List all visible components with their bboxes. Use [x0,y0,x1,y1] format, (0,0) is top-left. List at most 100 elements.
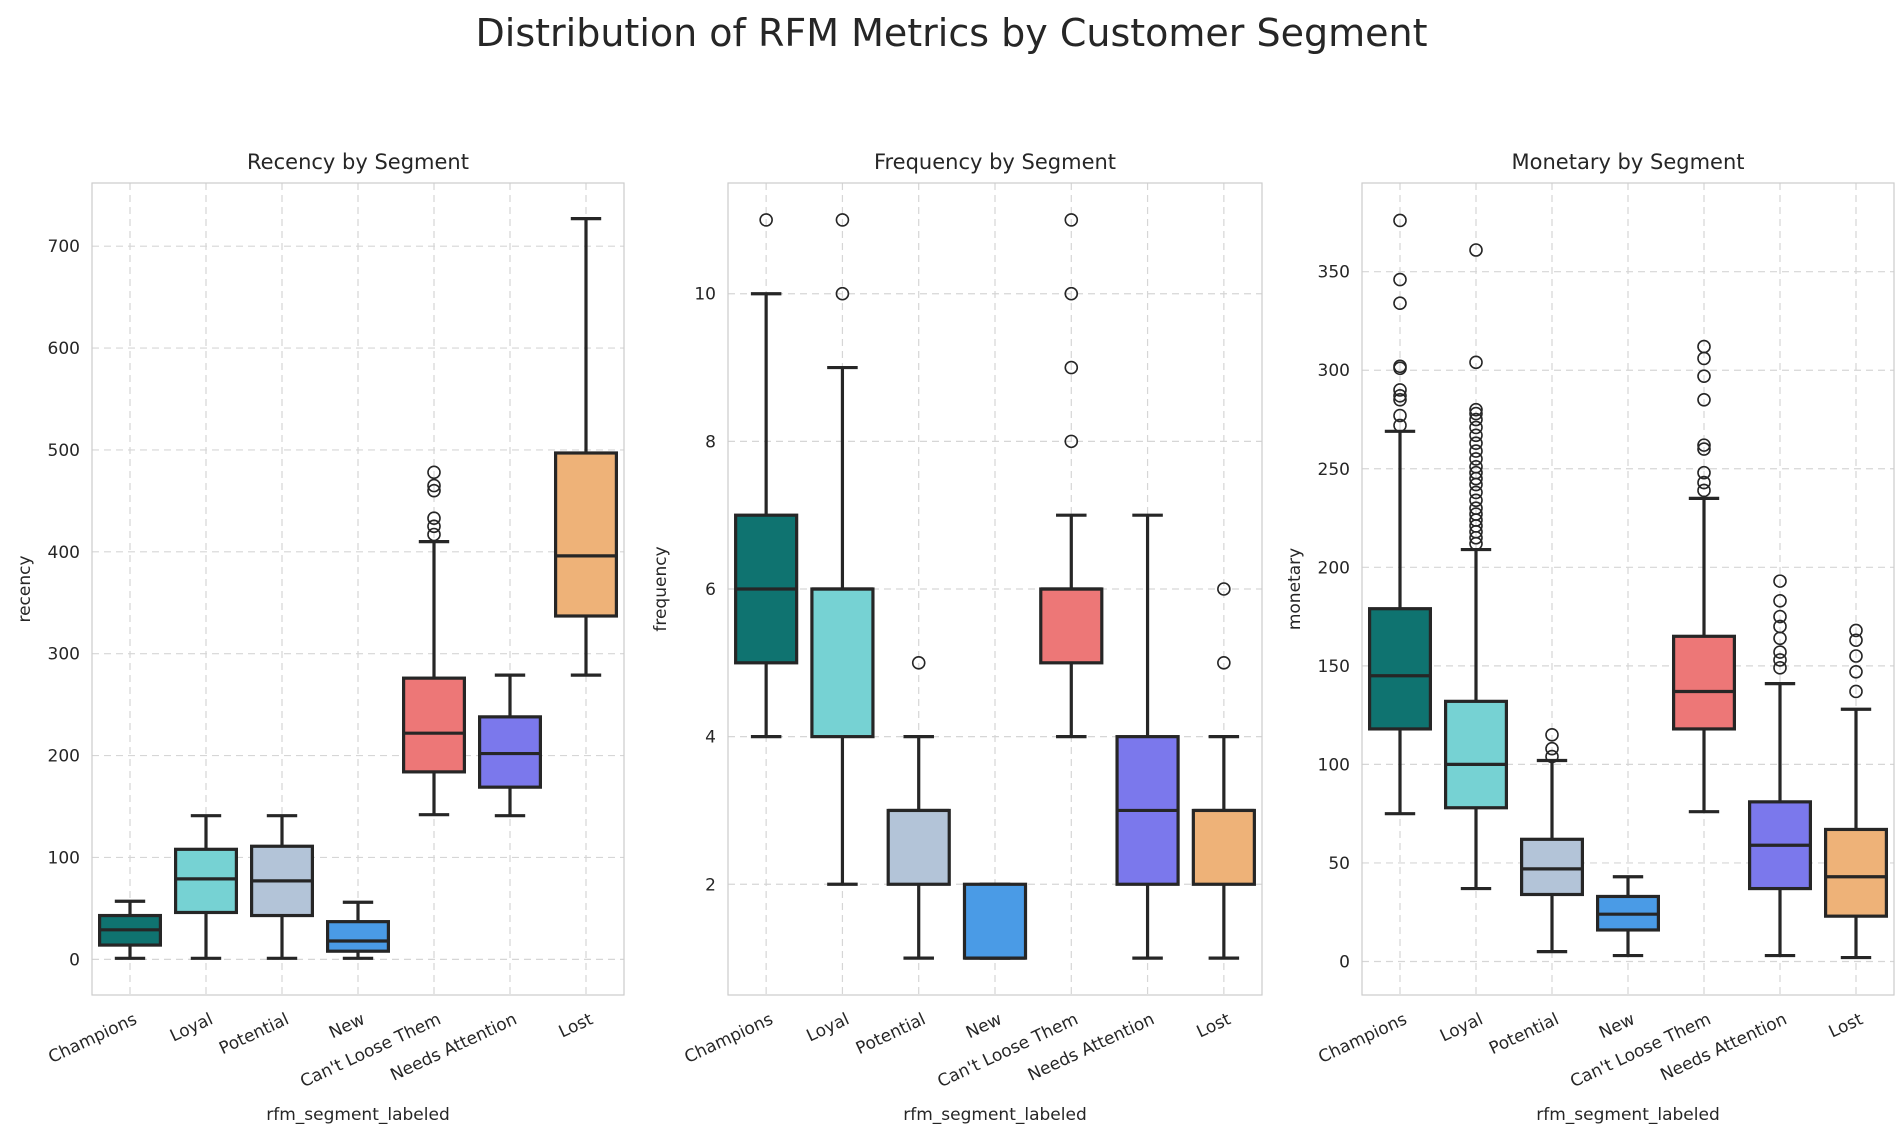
outlier-point [427,483,441,498]
outlier-point [1393,213,1407,228]
box-potential [886,656,951,960]
outlier-point [1469,460,1483,474]
outlier-point [835,286,850,301]
outlier-point [1393,359,1407,374]
outlier-point [1393,383,1407,397]
outlier-point [1849,649,1863,663]
x-tick-label: Potential [853,1009,929,1059]
y-tick-label: 350 [1318,263,1350,283]
y-tick-label: 0 [69,950,80,970]
x-tick-label: Needs Attention [1657,1009,1790,1085]
outlier-point [1469,412,1483,427]
x-tick-label: Loyal [1437,1009,1486,1046]
outlier-point [1393,272,1407,287]
outlier-point [1697,483,1711,498]
plot-frame [1361,182,1895,996]
outlier-point [1849,633,1863,648]
outlier-point [1773,594,1787,608]
y-tick-label: 500 [48,441,80,461]
y-tick-label: 2 [705,875,716,895]
x-tick-label: New [1596,1009,1638,1043]
outlier-point [1064,434,1079,449]
outlier-point [1469,501,1483,515]
y-tick-label: 200 [1318,558,1350,578]
box-new [1595,875,1660,958]
box-lost [1823,623,1888,960]
box-champions [1367,213,1432,816]
y-tick-label: 4 [705,728,716,748]
outlier-point [1469,444,1483,458]
x-tick-label: Champions [682,1009,777,1067]
y-tick-label: 8 [705,432,716,452]
box-champions [97,899,162,960]
x-tick-label: Champions [1315,1009,1410,1067]
outlier-point [1545,741,1559,756]
iqr-box [1671,634,1736,731]
box-needs-attention [1747,574,1812,958]
x-tick-label: Needs Attention [1025,1009,1158,1085]
box-can-t-loose-them [1671,339,1736,814]
outlier-point [1469,485,1483,500]
outlier-point [1469,243,1483,257]
y-tick-label: 100 [48,848,80,868]
iqr-box [1823,827,1888,918]
outlier-point [1697,392,1711,407]
iqr-box [326,920,391,953]
y-tick-label: 400 [48,543,80,563]
box-new [326,900,391,960]
outlier-point [427,527,441,542]
outlier-point [1469,420,1483,435]
x-axis-label: rfm_segment_labeled [903,1105,1086,1125]
panel-3: 0 50 100 150 200 250 300 350 Champions Loyal Poten… [1285,150,1895,1125]
iqr-box [1367,607,1432,731]
panel-title: Recency by Segment [247,150,469,174]
y-tick-label: 300 [1318,361,1350,381]
outlier-point [1773,619,1787,634]
outlier-point [1697,475,1711,490]
outlier-point [1064,360,1079,375]
x-tick-label: Lost [1194,1009,1235,1042]
iqr-box [1443,699,1508,810]
x-tick-label: Lost [556,1009,597,1042]
x-tick-label: Lost [1826,1009,1867,1042]
box-new [962,882,1028,960]
box-potential [250,814,315,960]
outlier-point [835,213,850,227]
outlier-point [1773,609,1787,624]
iqr-box [174,847,239,915]
outlier-point [1469,406,1483,421]
outlier-point [427,519,441,534]
outlier-point [1393,296,1407,311]
outlier-point [759,213,773,227]
y-tick-label: 6 [705,580,716,600]
iqr-box [553,451,618,618]
outlier-point [1697,442,1711,456]
outlier-point [1469,465,1483,480]
outlier-point [1697,438,1711,452]
y-axis-label: monetary [1285,548,1305,630]
box-lost [1191,582,1256,960]
x-axis-label: rfm_segment_labeled [266,1105,449,1125]
x-tick-label: New [963,1009,1005,1043]
y-tick-label: 200 [48,747,80,767]
panel-title: Frequency by Segment [874,150,1116,174]
outlier-point [1064,286,1079,301]
y-tick-label: 250 [1318,460,1350,480]
box-needs-attention [478,673,543,818]
outlier-point [1545,728,1559,742]
y-tick-label: 10 [694,285,716,305]
outlier-point [1469,436,1483,450]
outlier-point [1469,452,1483,466]
box-loyal [174,814,239,960]
figure-title: Distribution of RFM Metrics by Customer … [475,11,1428,55]
outlier-point [1393,408,1407,423]
outlier-point [427,511,441,525]
iqr-box [1039,587,1104,665]
outlier-point [1849,623,1863,638]
box-can-t-loose-them [1039,213,1104,739]
outlier-point [1773,645,1787,659]
x-tick-label: Loyal [167,1009,216,1046]
outlier-point [1469,507,1483,521]
